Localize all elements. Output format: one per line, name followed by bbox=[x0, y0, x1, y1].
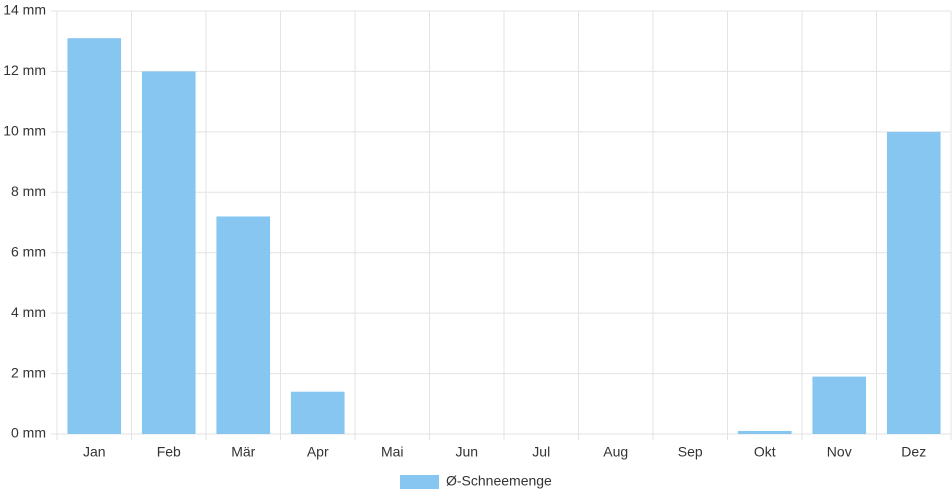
x-tick-label: Aug bbox=[603, 444, 628, 460]
bar bbox=[290, 391, 345, 434]
y-tick-label: 14 mm bbox=[3, 2, 46, 18]
y-tick-label: 6 mm bbox=[11, 243, 46, 259]
x-tick-label: Jul bbox=[532, 444, 550, 460]
x-tick-label: Jan bbox=[83, 444, 106, 460]
y-tick-label: 8 mm bbox=[11, 183, 46, 199]
bar bbox=[216, 216, 271, 434]
x-tick-label: Mär bbox=[231, 444, 255, 460]
legend-label: Ø-Schneemenge bbox=[446, 473, 552, 489]
x-tick-label: Mai bbox=[381, 444, 404, 460]
x-tick-label: Nov bbox=[827, 444, 852, 460]
x-tick-label: Okt bbox=[754, 444, 776, 460]
x-tick-label: Apr bbox=[307, 444, 329, 460]
x-tick-label: Jun bbox=[455, 444, 478, 460]
x-tick-label: Feb bbox=[157, 444, 181, 460]
legend-swatch bbox=[400, 475, 439, 489]
bar bbox=[141, 71, 196, 434]
y-tick-label: 4 mm bbox=[11, 304, 46, 320]
bar bbox=[67, 38, 122, 434]
bar bbox=[737, 430, 792, 434]
y-tick-label: 12 mm bbox=[3, 62, 46, 78]
y-tick-label: 0 mm bbox=[11, 425, 46, 441]
y-tick-label: 2 mm bbox=[11, 364, 46, 380]
y-tick-label: 10 mm bbox=[3, 123, 46, 139]
bar bbox=[812, 376, 867, 434]
bar bbox=[886, 131, 941, 434]
x-tick-label: Sep bbox=[678, 444, 703, 460]
x-tick-label: Dez bbox=[901, 444, 926, 460]
